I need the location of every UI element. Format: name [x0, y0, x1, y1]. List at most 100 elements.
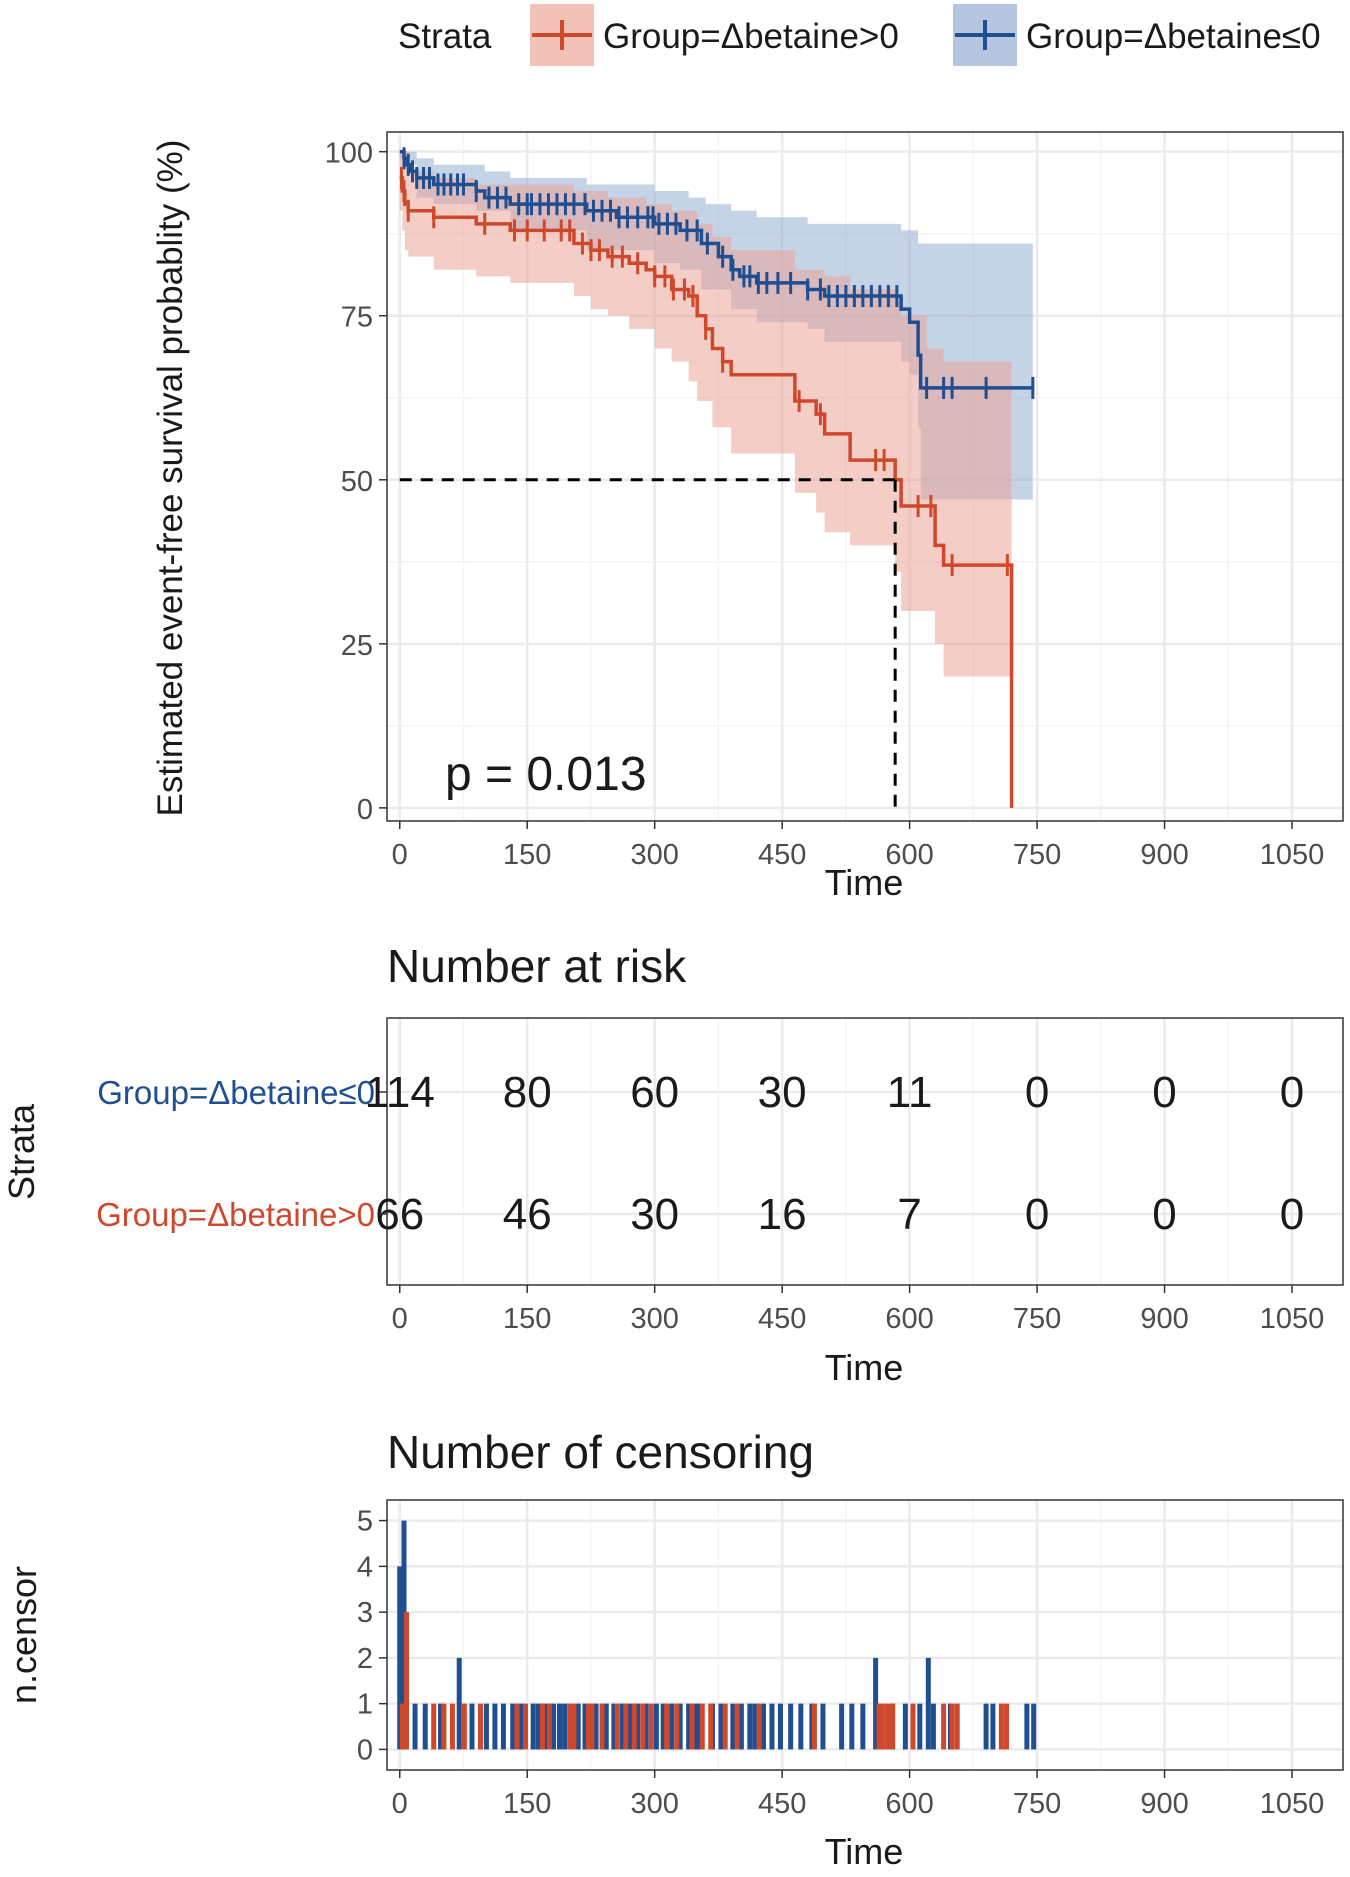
- km-y-tick-label: 100: [325, 138, 373, 170]
- risk-x-tick-label: 900: [1140, 1303, 1188, 1335]
- risk-table-panel: Number at risk 114 80 60 30 11 0 0 066 46 30 16 7 0 0…: [1, 940, 1344, 1388]
- risk-row-label-1: Group=Δbetaine>0: [96, 1196, 375, 1233]
- censor-bar-0: [983, 1703, 989, 1750]
- risk-x-tick-label: 0: [392, 1303, 408, 1335]
- censor-title: Number of censoring: [387, 1426, 814, 1478]
- censor-bar-1: [404, 1612, 410, 1750]
- censor-bar-0: [456, 1657, 462, 1750]
- legend: Strata Group=Δbetaine>0 Group=Δbetaine≤0: [398, 4, 1321, 66]
- censor-bar-1: [722, 1703, 728, 1750]
- censor-bar-1: [1003, 1703, 1009, 1750]
- risk-table-cells: 114 80 60 30 11 0 0 066 46 30 16 7 0 0 0: [365, 1068, 1305, 1239]
- legend-label-blue: Group=Δbetaine≤0: [1026, 17, 1321, 56]
- ci-band-1: [399, 151, 1012, 677]
- censor-x-tick-label: 150: [503, 1788, 551, 1820]
- censor-bar-0: [510, 1703, 516, 1750]
- censor-bar-1: [567, 1703, 573, 1750]
- p-value-annotation: p = 0.013: [445, 748, 647, 801]
- risk-x-tick-label: 450: [758, 1303, 806, 1335]
- legend-label-red: Group=Δbetaine>0: [603, 17, 899, 56]
- censor-bar-0: [575, 1703, 581, 1750]
- censor-bar-0: [752, 1703, 758, 1750]
- censor-bar-1: [640, 1703, 646, 1750]
- censor-bar-0: [930, 1703, 936, 1750]
- km-x-tick-label: 300: [630, 839, 678, 871]
- censor-bar-0: [849, 1703, 855, 1750]
- censor-bar-1: [399, 1703, 405, 1750]
- censor-bar-1: [998, 1703, 1004, 1750]
- censor-bar-0: [677, 1703, 683, 1750]
- censor-x-tick-label: 0: [392, 1788, 408, 1820]
- censor-bar-1: [540, 1703, 546, 1750]
- censor-bar-1: [514, 1703, 520, 1750]
- censor-bar-1: [949, 1703, 955, 1750]
- censor-bar-1: [756, 1703, 762, 1750]
- km-x-axis-label: Time: [825, 862, 904, 903]
- censor-y-tick-label: 2: [357, 1643, 373, 1675]
- km-panel: 0 25 50 75 100 0 150 300 450 600 750 900 1050 p = 0…: [151, 131, 1344, 903]
- censor-bar-1: [449, 1703, 455, 1750]
- censor-bar-0: [798, 1703, 804, 1750]
- censor-bar-1: [648, 1703, 654, 1750]
- risk-cell-value: 80: [503, 1068, 552, 1117]
- censor-y-tick-label: 3: [357, 1597, 373, 1629]
- censor-bar-0: [1024, 1703, 1030, 1750]
- risk-x-tick-label: 150: [503, 1303, 551, 1335]
- censor-x-tick-label: 600: [885, 1788, 933, 1820]
- censor-bar-1: [523, 1703, 529, 1750]
- censor-bar-0: [562, 1703, 568, 1750]
- censor-bar-1: [623, 1703, 629, 1750]
- risk-x-tick-label: 1050: [1260, 1303, 1325, 1335]
- censor-bar-1: [674, 1703, 680, 1750]
- censor-bar-0: [686, 1703, 692, 1750]
- risk-gridlines: [387, 1018, 1343, 1285]
- censor-bar-0: [557, 1703, 563, 1750]
- censor-bar-1: [910, 1703, 916, 1750]
- km-x-tick-label: 600: [885, 839, 933, 871]
- censor-bar-0: [535, 1703, 541, 1750]
- risk-cell-value: 0: [1152, 1190, 1176, 1239]
- survival-curve-1: [399, 176, 1014, 808]
- censor-panel-border: [386, 1499, 1344, 1771]
- censor-bar-1: [734, 1703, 740, 1750]
- censor-bar-0: [422, 1703, 428, 1750]
- censor-bar-0: [469, 1703, 475, 1750]
- censor-bar-0: [412, 1703, 418, 1750]
- censor-x-ticks: 0 150 300 450 600 750 900 1050: [392, 1770, 1324, 1820]
- censor-bar-1: [689, 1703, 695, 1750]
- censor-bar-0: [593, 1703, 599, 1750]
- censor-bar-0: [917, 1703, 923, 1750]
- censor-bar-0: [860, 1703, 866, 1750]
- censor-bar-0: [873, 1657, 879, 1750]
- censor-bar-1: [631, 1703, 637, 1750]
- km-x-ticks: 0 150 300 450 600 750 900 1050: [392, 821, 1324, 871]
- km-median-lines: [399, 478, 897, 808]
- risk-cell-value: 30: [758, 1068, 807, 1117]
- censor-bar-0: [530, 1703, 536, 1750]
- km-x-tick-label: 0: [392, 839, 408, 871]
- censor-bar-0: [788, 1703, 794, 1750]
- censor-bars: [397, 1520, 1037, 1750]
- risk-cell-value: 0: [1025, 1190, 1049, 1239]
- risk-cell-value: 114: [365, 1068, 435, 1117]
- censor-bar-0: [1031, 1703, 1037, 1750]
- censor-y-tick-label: 1: [357, 1689, 373, 1721]
- ci-band-0: [399, 151, 1033, 500]
- censor-bar-1: [885, 1703, 891, 1750]
- km-y-tick-label: 50: [341, 466, 373, 498]
- censor-y-axis-label: n.censor: [3, 1566, 44, 1704]
- censor-bar-1: [708, 1703, 714, 1750]
- censor-bar-0: [518, 1703, 524, 1750]
- censor-bar-0: [397, 1566, 403, 1750]
- censor-bar-1: [614, 1703, 620, 1750]
- censor-bar-0: [627, 1703, 633, 1750]
- censor-bar-0: [925, 1657, 931, 1750]
- censor-bar-0: [696, 1703, 702, 1750]
- censor-bar-1: [599, 1703, 605, 1750]
- censor-bar-0: [820, 1703, 826, 1750]
- km-y-tick-label: 0: [357, 794, 373, 826]
- censor-bar-1: [699, 1703, 705, 1750]
- censor-x-tick-label: 300: [630, 1788, 678, 1820]
- risk-cell-value: 60: [630, 1068, 679, 1117]
